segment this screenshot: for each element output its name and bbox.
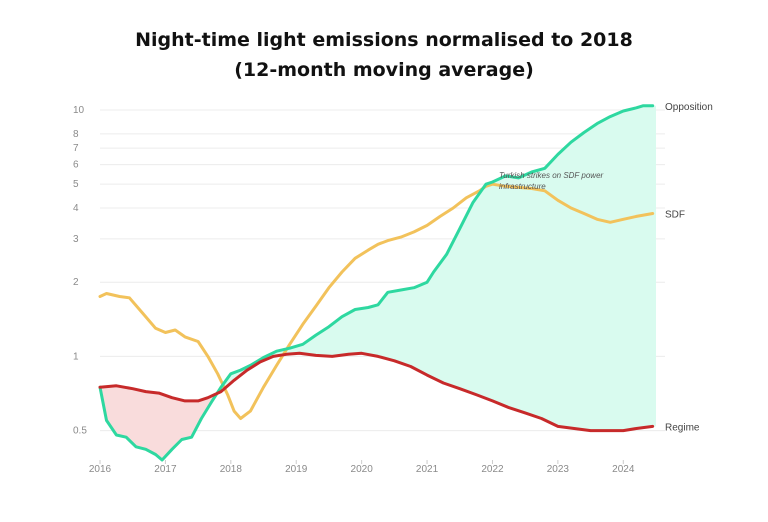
y-tick-label: 6	[73, 160, 79, 171]
x-tick-label: 2021	[416, 464, 439, 475]
series-label-regime: Regime	[665, 422, 700, 433]
chart-title: Night-time light emissions normalised to…	[135, 29, 633, 51]
regime-above-opposition-fill	[101, 385, 217, 460]
y-tick-label: 1	[73, 351, 79, 362]
y-tick-label: 7	[73, 143, 79, 154]
y-tick-label: 5	[73, 179, 79, 190]
y-tick-label: 3	[73, 234, 79, 245]
annotation-line-2: infrastructure	[499, 182, 546, 191]
chart-subtitle: (12-month moving average)	[234, 59, 534, 81]
annotation: Turkish strikes on SDF power infrastructu…	[499, 171, 604, 191]
y-tick-label: 10	[73, 105, 85, 116]
annotation-line-1: Turkish strikes on SDF power	[499, 171, 604, 180]
series-line-sdf	[98, 182, 655, 420]
series-lines	[98, 104, 655, 462]
x-axis-ticks: 2016 2017 2018 2019 2020 2021 2022 2023 2024	[89, 460, 635, 475]
series-line-opposition	[98, 104, 655, 462]
y-tick-label: 0.5	[73, 426, 87, 437]
y-tick-label: 8	[73, 129, 79, 140]
x-tick-label: 2017	[154, 464, 177, 475]
x-tick-label: 2022	[481, 464, 504, 475]
x-tick-label: 2024	[612, 464, 635, 475]
series-line-regime	[98, 351, 655, 433]
x-tick-label: 2023	[547, 464, 570, 475]
x-tick-label: 2019	[285, 464, 308, 475]
series-label-opposition: Opposition	[665, 102, 713, 113]
series-labels: Opposition SDF Regime	[665, 102, 713, 434]
x-tick-label: 2016	[89, 464, 112, 475]
x-tick-label: 2020	[351, 464, 374, 475]
series-label-sdf: SDF	[665, 210, 685, 221]
y-tick-label: 2	[73, 277, 79, 288]
x-tick-label: 2018	[220, 464, 243, 475]
y-tick-label: 4	[73, 203, 79, 214]
y-axis-ticks: 0.5 1 2 3 4 5 6 7 8 10	[73, 105, 87, 437]
